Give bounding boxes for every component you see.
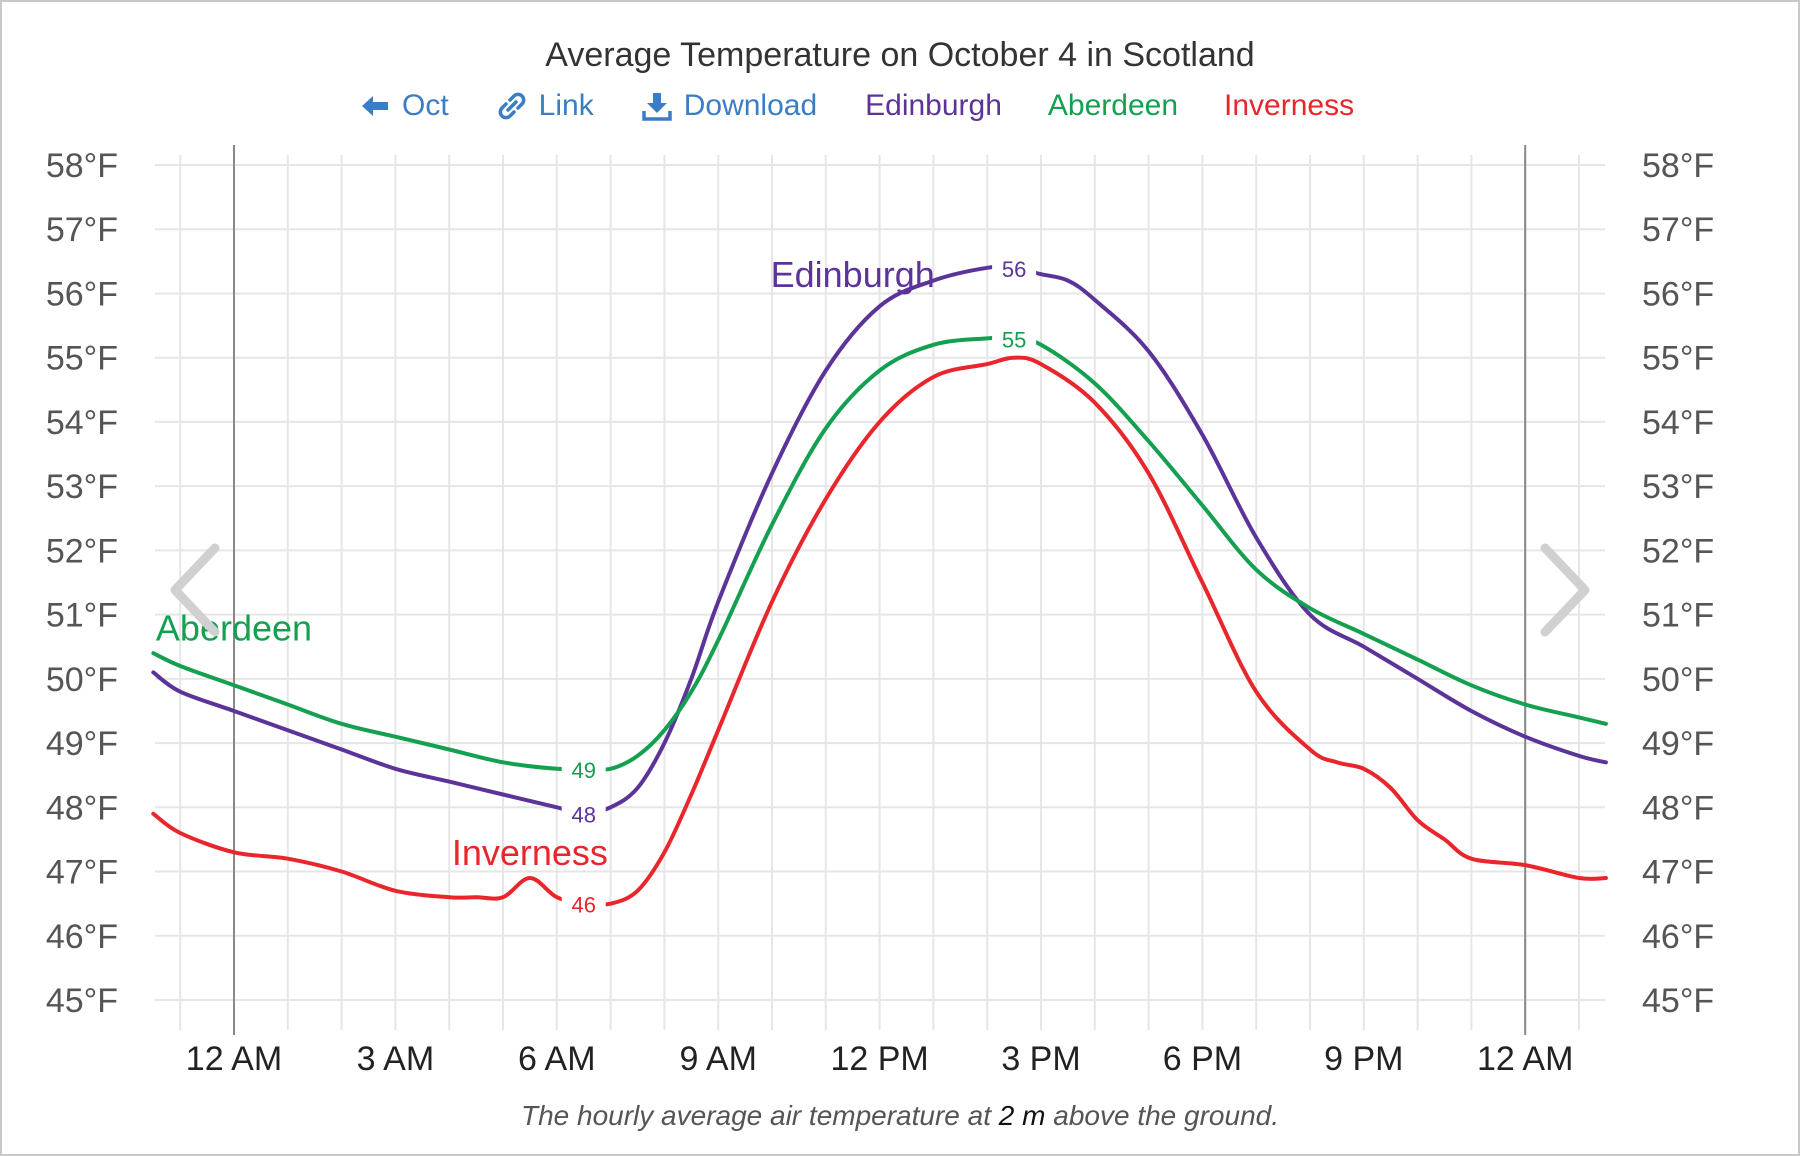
data-label-bg-aberdeen bbox=[992, 322, 1037, 353]
x-tick-label: 3 PM bbox=[1001, 1040, 1080, 1078]
x-tick-label: 3 AM bbox=[357, 1040, 434, 1078]
y-tick-label-right: 48°F bbox=[1642, 789, 1714, 827]
series-line-edinburgh bbox=[151, 264, 1608, 816]
data-label-aberdeen: 49 bbox=[571, 758, 595, 783]
x-tick-label: 12 AM bbox=[186, 1040, 282, 1078]
data-label-bg-inverness bbox=[561, 887, 606, 918]
legend-aberdeen[interactable]: Aberdeen bbox=[1047, 89, 1179, 122]
previous-day-button[interactable] bbox=[165, 540, 225, 640]
y-tick-label-right: 56°F bbox=[1642, 275, 1714, 313]
data-label-bg-edinburgh bbox=[561, 797, 606, 828]
y-tick-label-left: 50°F bbox=[46, 661, 118, 699]
chevron-right-icon bbox=[1540, 543, 1590, 637]
y-tick-label-right: 49°F bbox=[1642, 725, 1714, 763]
x-tick-label: 12 AM bbox=[1477, 1040, 1573, 1078]
y-tick-label-right: 57°F bbox=[1642, 211, 1714, 249]
y-tick-label-left: 54°F bbox=[46, 404, 118, 442]
y-tick-label-left: 46°F bbox=[46, 918, 118, 956]
series-name-label-edinburgh: Edinburgh bbox=[771, 254, 935, 295]
y-tick-label-left: 57°F bbox=[46, 211, 118, 249]
series-line-aberdeen bbox=[151, 335, 1608, 772]
data-label-edinburgh: 56 bbox=[1002, 257, 1026, 282]
chart-toolbar: Oct Link Download Edinburgh Aberdeen Inv… bbox=[360, 86, 1400, 126]
x-tick-label: 6 PM bbox=[1163, 1040, 1242, 1078]
data-label-bg-aberdeen bbox=[561, 752, 606, 783]
temperature-chart: 45°F 45°F 46°F 46°F 47°F 47°F 48°F 48°F 49°F 49°F… bbox=[46, 145, 1714, 1078]
back-month-button[interactable]: Oct bbox=[360, 89, 449, 123]
y-tick-label-left: 52°F bbox=[46, 532, 118, 570]
caption-height: 2 m bbox=[998, 1100, 1046, 1131]
page-title: Average Temperature on October 4 in Scot… bbox=[545, 36, 1255, 74]
next-day-button[interactable] bbox=[1535, 540, 1595, 640]
y-tick-label-right: 47°F bbox=[1642, 854, 1714, 892]
y-tick-label-left: 45°F bbox=[46, 982, 118, 1020]
y-tick-label-left: 49°F bbox=[46, 725, 118, 763]
y-tick-label-right: 53°F bbox=[1642, 468, 1714, 506]
legend-inverness[interactable]: Inverness bbox=[1224, 89, 1355, 122]
caption-post: above the ground. bbox=[1045, 1100, 1279, 1131]
y-tick-label-left: 53°F bbox=[46, 468, 118, 506]
y-tick-label-right: 45°F bbox=[1642, 982, 1714, 1020]
y-tick-label-right: 55°F bbox=[1642, 340, 1714, 378]
download-button[interactable]: Download bbox=[641, 89, 818, 123]
chevron-left-icon bbox=[170, 543, 220, 637]
y-tick-label-left: 51°F bbox=[46, 597, 118, 635]
link-label: Link bbox=[538, 89, 594, 122]
y-tick-label-left: 58°F bbox=[46, 147, 118, 185]
data-label-inverness: 46 bbox=[571, 893, 595, 918]
data-label-aberdeen: 55 bbox=[1002, 327, 1026, 352]
chart-caption: The hourly average air temperature at 2 … bbox=[0, 1100, 1800, 1132]
caption-pre: The hourly average air temperature at bbox=[520, 1100, 999, 1131]
arrow-left-icon bbox=[362, 96, 388, 116]
x-tick-label: 9 AM bbox=[679, 1040, 756, 1078]
y-tick-label-right: 50°F bbox=[1642, 661, 1714, 699]
y-tick-label-right: 54°F bbox=[1642, 404, 1714, 442]
x-tick-label: 9 PM bbox=[1324, 1040, 1403, 1078]
series-name-label-inverness: Inverness bbox=[452, 832, 608, 873]
y-tick-label-right: 58°F bbox=[1642, 147, 1714, 185]
y-tick-label-right: 51°F bbox=[1642, 597, 1714, 635]
x-tick-label: 6 AM bbox=[518, 1040, 595, 1078]
y-tick-label-left: 55°F bbox=[46, 340, 118, 378]
download-icon bbox=[641, 93, 672, 121]
back-month-label: Oct bbox=[402, 89, 449, 122]
x-tick-label: 12 PM bbox=[830, 1040, 928, 1078]
data-label-edinburgh: 48 bbox=[571, 803, 595, 828]
link-button[interactable]: Link bbox=[497, 89, 594, 123]
link-icon bbox=[498, 92, 526, 120]
data-label-bg-edinburgh bbox=[992, 251, 1037, 282]
series-line-inverness bbox=[151, 355, 1608, 907]
y-tick-label-right: 52°F bbox=[1642, 532, 1714, 570]
y-tick-label-right: 46°F bbox=[1642, 918, 1714, 956]
series-name-label-aberdeen: Aberdeen bbox=[156, 607, 312, 648]
y-tick-label-left: 56°F bbox=[46, 275, 118, 313]
y-tick-label-left: 48°F bbox=[46, 789, 118, 827]
y-tick-label-left: 47°F bbox=[46, 854, 118, 892]
legend-edinburgh[interactable]: Edinburgh bbox=[865, 89, 1002, 122]
download-label: Download bbox=[683, 89, 818, 122]
grid bbox=[155, 155, 1605, 1030]
